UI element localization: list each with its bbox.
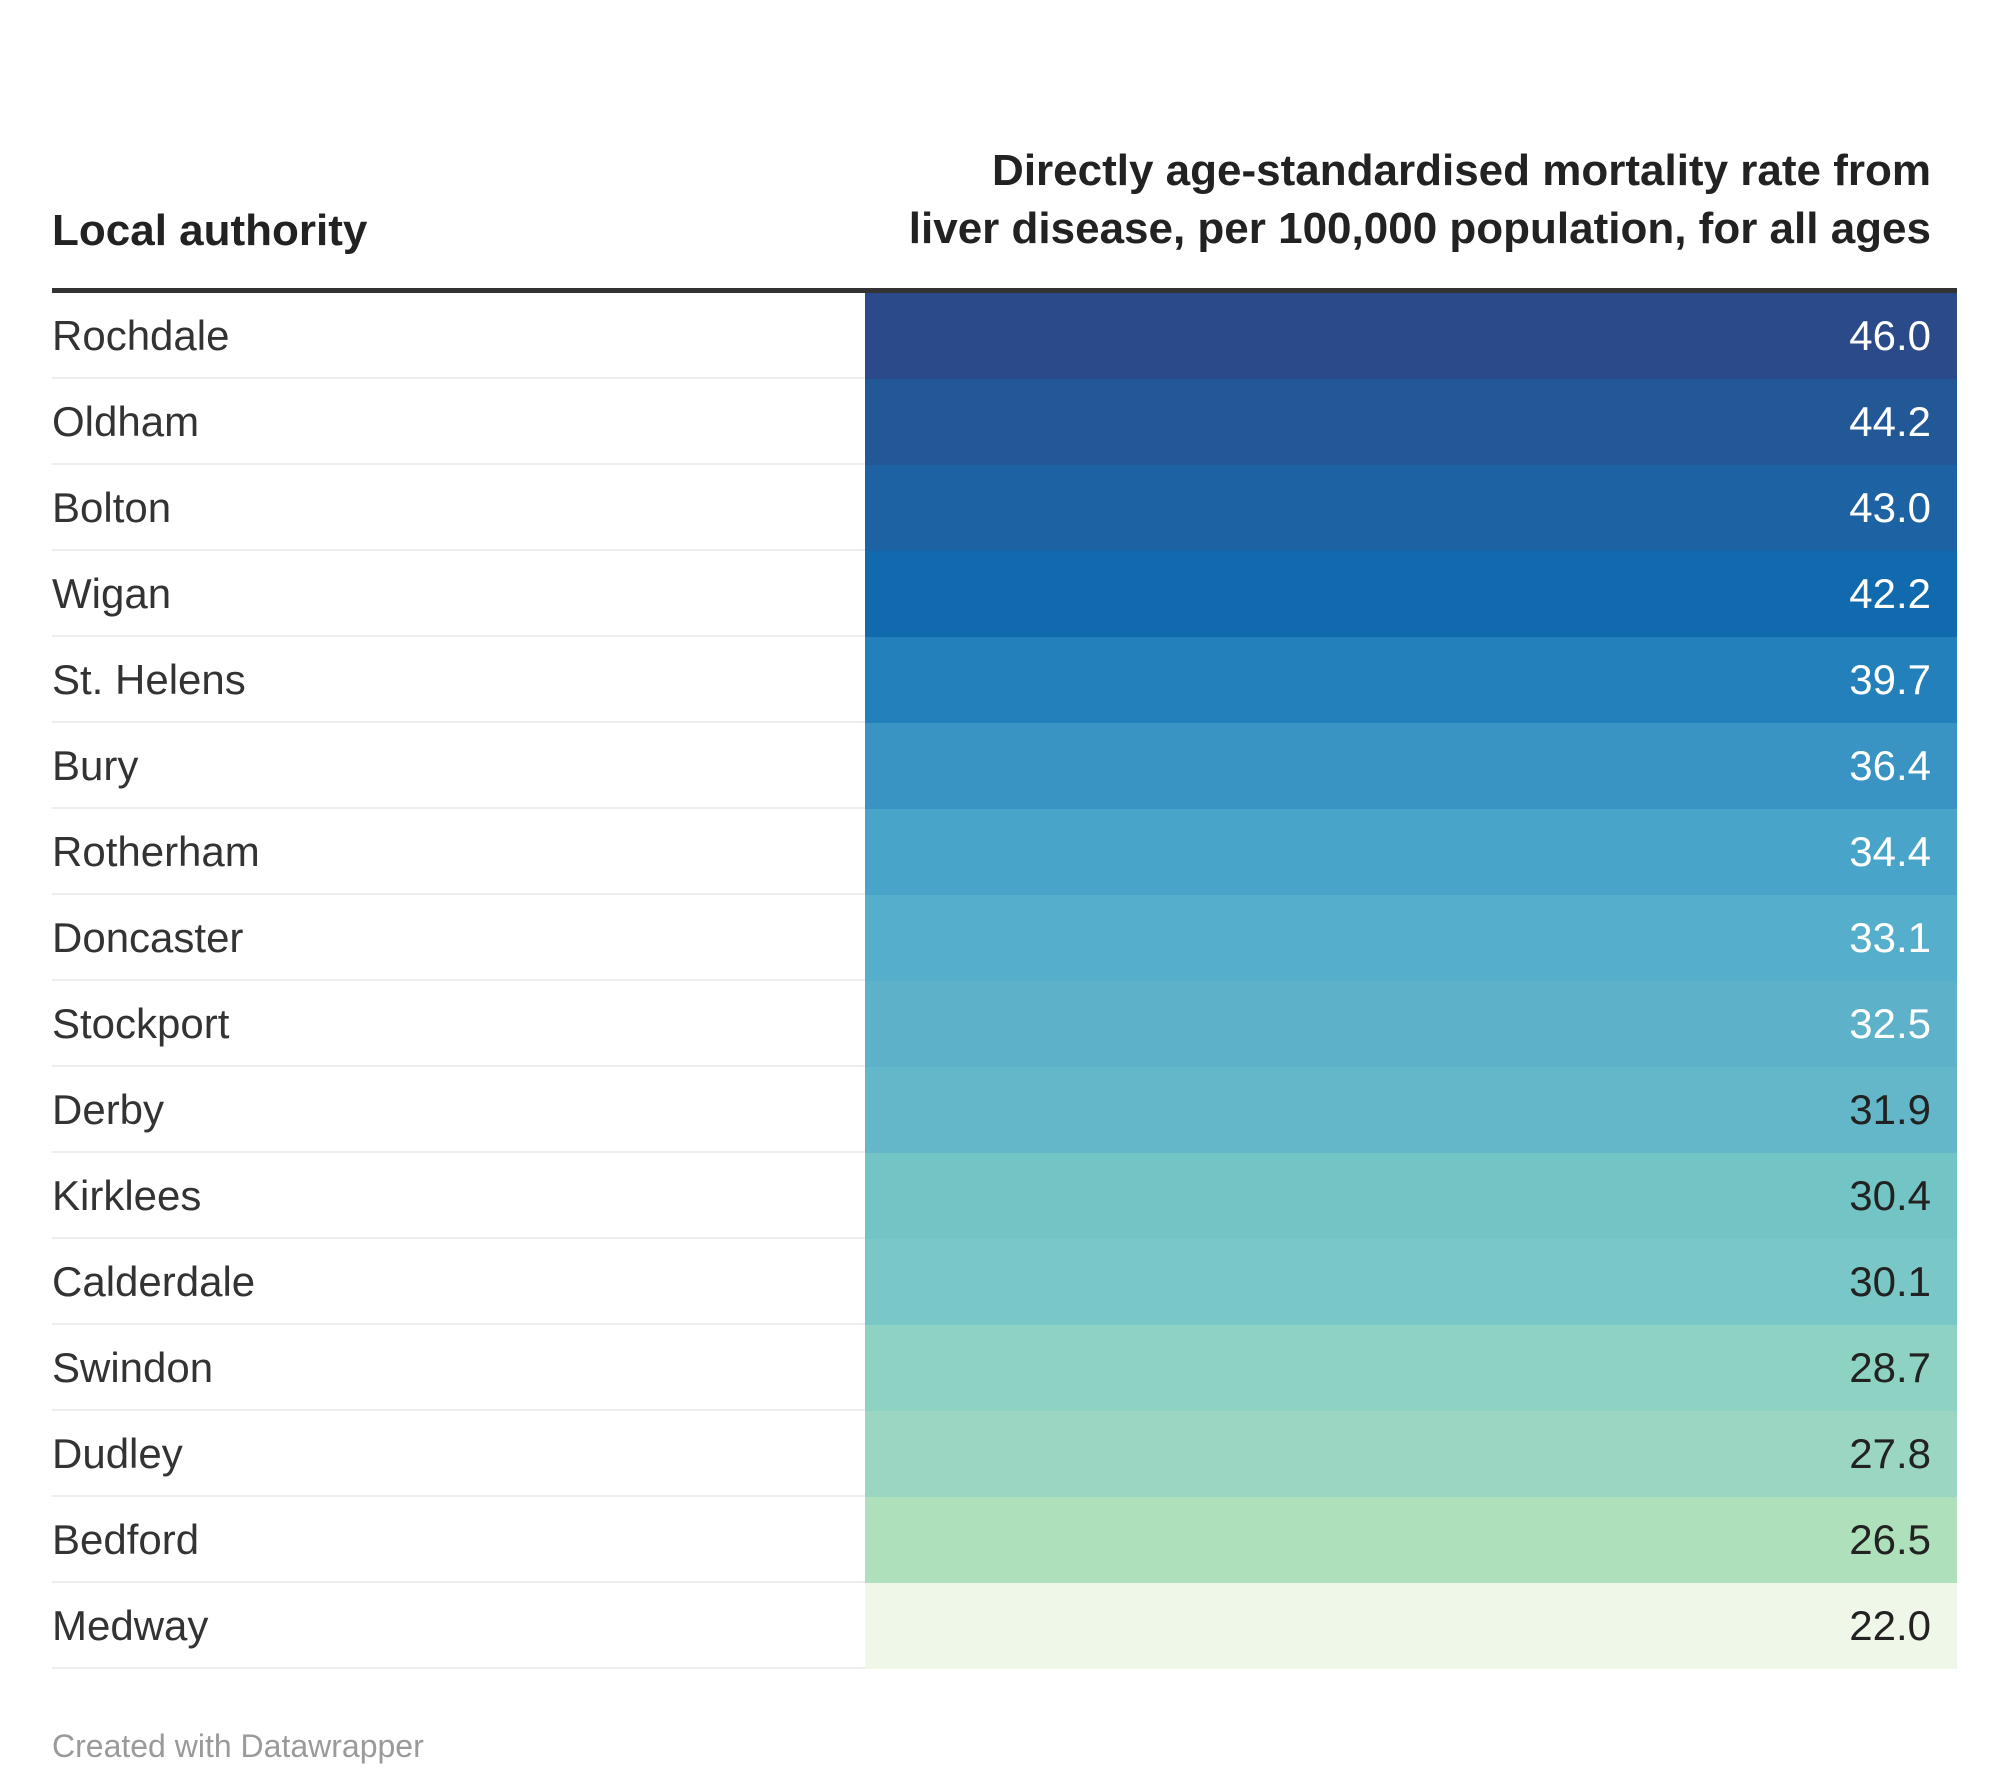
table-row: Oldham 44.2: [52, 379, 1957, 465]
table-body: Rochdale 46.0 Oldham 44.2 Bolton 43.0 Wigan 42.…: [52, 293, 1957, 1669]
heatmap-cell: 36.4: [865, 723, 1957, 809]
datawrapper-credit[interactable]: Created with Datawrapper: [52, 1728, 424, 1764]
row-label: Rochdale: [52, 293, 865, 379]
cell-value: 34.4: [1849, 828, 1931, 875]
table-header: Local authority Directly age-standardise…: [52, 88, 1957, 293]
cell-value: 22.0: [1849, 1602, 1931, 1649]
data-table: Local authority Directly age-standardise…: [52, 88, 1957, 1669]
heatmap-cell: 22.0: [865, 1583, 1957, 1669]
row-label: Kirklees: [52, 1153, 865, 1239]
heatmap-cell: 34.4: [865, 809, 1957, 895]
row-label: Bedford: [52, 1497, 865, 1583]
table-row: Derby 31.9: [52, 1067, 1957, 1153]
cell-value: 46.0: [1849, 312, 1931, 359]
heatmap-cell: 27.8: [865, 1411, 1957, 1497]
row-label: Swindon: [52, 1325, 865, 1411]
cell-value: 30.4: [1849, 1172, 1931, 1219]
table-row: Rotherham 34.4: [52, 809, 1957, 895]
heatmap-cell: 30.1: [865, 1239, 1957, 1325]
heatmap-cell: 33.1: [865, 895, 1957, 981]
cell-value: 44.2: [1849, 398, 1931, 445]
row-label: Doncaster: [52, 895, 865, 981]
table-row: Kirklees 30.4: [52, 1153, 1957, 1239]
row-label: Rotherham: [52, 809, 865, 895]
cell-value: 26.5: [1849, 1516, 1931, 1563]
table-row: Bolton 43.0: [52, 465, 1957, 551]
row-label: Dudley: [52, 1411, 865, 1497]
row-label: Bury: [52, 723, 865, 809]
cell-value: 42.2: [1849, 570, 1931, 617]
row-label: Derby: [52, 1067, 865, 1153]
row-label: Wigan: [52, 551, 865, 637]
cell-value: 39.7: [1849, 656, 1931, 703]
cell-value: 28.7: [1849, 1344, 1931, 1391]
table-row: Bury 36.4: [52, 723, 1957, 809]
row-label: St. Helens: [52, 637, 865, 723]
heatmap-cell: 42.2: [865, 551, 1957, 637]
table-row: Rochdale 46.0: [52, 293, 1957, 379]
row-label: Bolton: [52, 465, 865, 551]
cell-value: 43.0: [1849, 484, 1931, 531]
heatmap-cell: 28.7: [865, 1325, 1957, 1411]
column-header-mortality-rate[interactable]: Directly age-standardised mortality rate…: [908, 146, 1931, 253]
cell-value: 36.4: [1849, 742, 1931, 789]
table-row: Calderdale 30.1: [52, 1239, 1957, 1325]
cell-value: 31.9: [1849, 1086, 1931, 1133]
table-row: Dudley 27.8: [52, 1411, 1957, 1497]
cell-value: 30.1: [1849, 1258, 1931, 1305]
heatmap-cell: 32.5: [865, 981, 1957, 1067]
cell-value: 27.8: [1849, 1430, 1931, 1477]
cell-value: 33.1: [1849, 914, 1931, 961]
heatmap-cell: 31.9: [865, 1067, 1957, 1153]
heatmap-cell: 46.0: [865, 293, 1957, 379]
table-row: Swindon 28.7: [52, 1325, 1957, 1411]
heatmap-cell: 39.7: [865, 637, 1957, 723]
cell-value: 32.5: [1849, 1000, 1931, 1047]
row-label: Calderdale: [52, 1239, 865, 1325]
table-row: St. Helens 39.7: [52, 637, 1957, 723]
table-row: Bedford 26.5: [52, 1497, 1957, 1583]
row-label: Medway: [52, 1583, 865, 1669]
table-row: Doncaster 33.1: [52, 895, 1957, 981]
heatmap-cell: 44.2: [865, 379, 1957, 465]
table-row: Medway 22.0: [52, 1583, 1957, 1669]
table-row: Wigan 42.2: [52, 551, 1957, 637]
row-label: Oldham: [52, 379, 865, 465]
heatmap-cell: 30.4: [865, 1153, 1957, 1239]
heatmap-cell: 26.5: [865, 1497, 1957, 1583]
column-header-local-authority[interactable]: Local authority: [52, 206, 368, 255]
heatmap-cell: 43.0: [865, 465, 1957, 551]
table-row: Stockport 32.5: [52, 981, 1957, 1067]
row-label: Stockport: [52, 981, 865, 1067]
